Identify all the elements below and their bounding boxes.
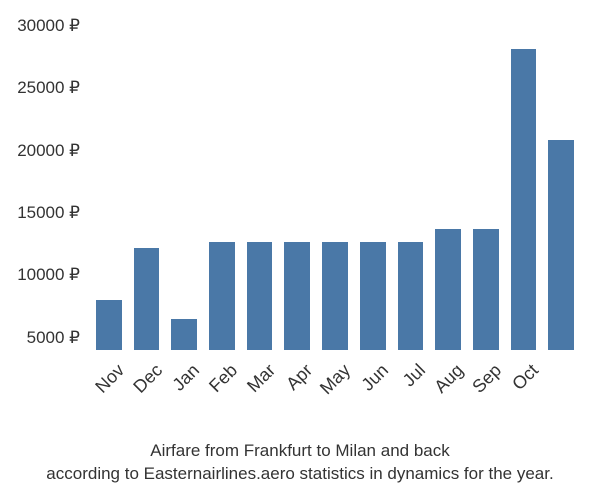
y-axis-tick-label: 20000 ₽ (0, 141, 80, 161)
plot-area (90, 20, 580, 350)
bar (435, 229, 461, 350)
x-axis-tick-label: May (316, 360, 355, 399)
x-axis-tick-label: Feb (205, 360, 242, 397)
chart-caption: Airfare from Frankfurt to Milan and back… (0, 440, 600, 486)
bar (96, 300, 122, 350)
airfare-chart: Airfare from Frankfurt to Milan and back… (0, 0, 600, 500)
x-axis-tick-label: Jan (169, 360, 204, 395)
x-axis-tick-label: Oct (509, 360, 544, 395)
y-axis-tick-label: 30000 ₽ (0, 16, 80, 36)
bar (322, 242, 348, 350)
bar (247, 242, 273, 350)
caption-line-1: Airfare from Frankfurt to Milan and back (150, 441, 450, 460)
y-axis-tick-label: 10000 ₽ (0, 265, 80, 285)
x-axis-tick-label: Jun (357, 360, 392, 395)
x-axis-tick-label: Apr (282, 360, 317, 395)
x-axis-tick-label: Jul (399, 360, 430, 391)
bar (548, 140, 574, 350)
bar (511, 49, 537, 350)
bar (360, 242, 386, 350)
caption-line-2: according to Easternairlines.aero statis… (46, 464, 553, 483)
bar (171, 319, 197, 350)
x-axis-tick-label: Aug (430, 360, 467, 397)
y-axis-tick-label: 25000 ₽ (0, 78, 80, 98)
x-axis-tick-label: Nov (91, 360, 128, 397)
x-axis-tick-label: Mar (243, 360, 280, 397)
x-axis-tick-label: Sep (468, 360, 505, 397)
y-axis-tick-label: 15000 ₽ (0, 203, 80, 223)
y-axis-tick-label: 5000 ₽ (0, 328, 80, 348)
bar (134, 248, 160, 350)
bar (473, 229, 499, 350)
bar (284, 242, 310, 350)
bar (398, 242, 424, 350)
bar (209, 242, 235, 350)
x-axis-tick-label: Dec (129, 360, 166, 397)
